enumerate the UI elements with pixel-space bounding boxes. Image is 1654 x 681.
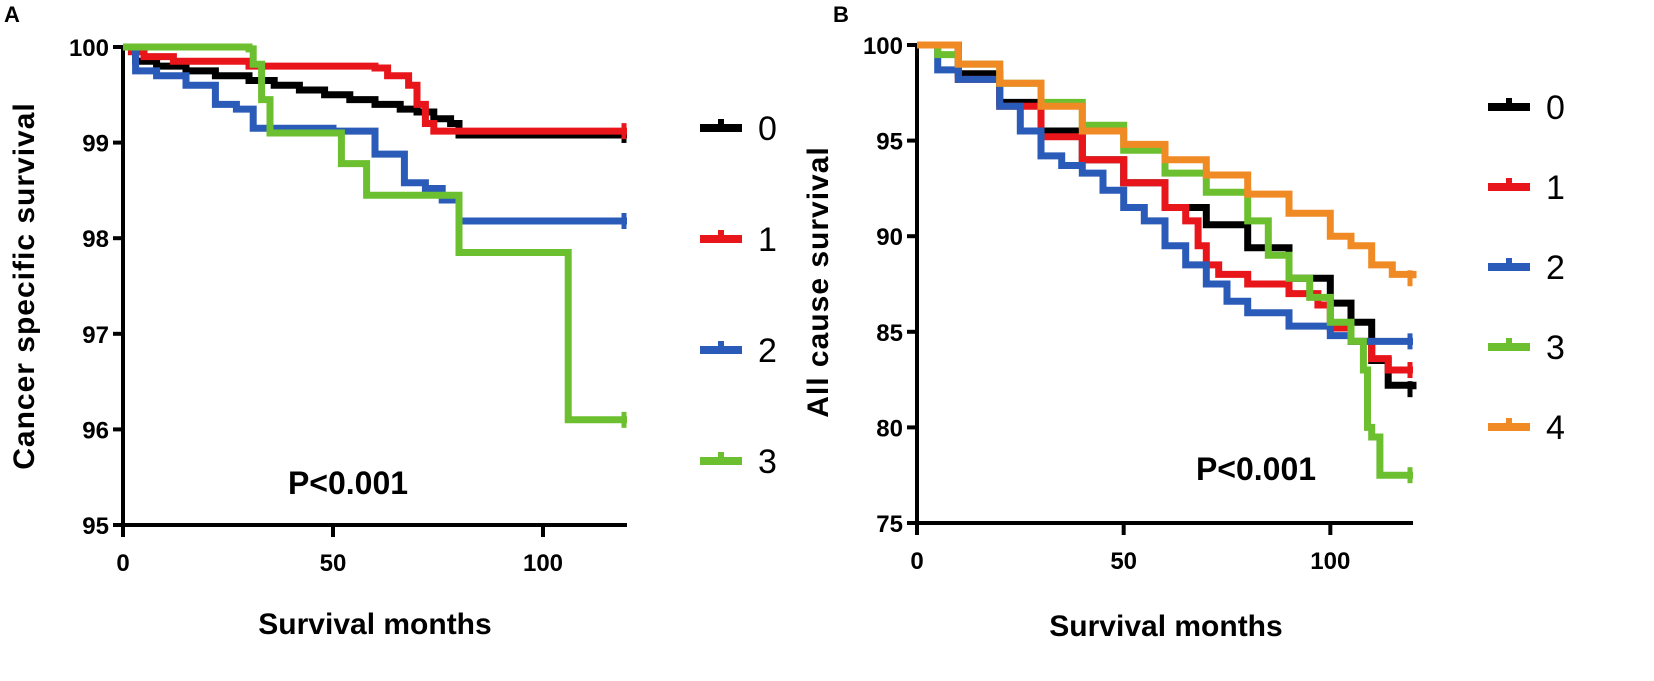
panel-a-series-0-line <box>123 43 627 139</box>
panel-a-x-tick-label-100: 100 <box>523 550 563 577</box>
panel-a-y-tick-label-97: 97 <box>82 322 109 349</box>
panel-b-series-2-line <box>917 41 1413 345</box>
panel-b-legend-2-label: 2 <box>1546 249 1565 287</box>
panel-a-letter: A <box>4 2 20 27</box>
panel-b-x-tick-label-0: 0 <box>910 548 923 575</box>
panel-b-x-tick-label-100: 100 <box>1310 548 1350 575</box>
panel-b-y-tick-label-100: 100 <box>863 33 903 60</box>
panel-a-x-axis-title: Survival months <box>258 608 491 641</box>
panel-b-series-4-line <box>917 41 1417 279</box>
panel-a-legend-0-label: 0 <box>758 110 777 148</box>
panel-a-series-3-line <box>123 43 627 424</box>
panel-b-y-tick-label-75: 75 <box>876 511 903 538</box>
panel-b-letter: B <box>833 2 849 27</box>
panel-a-legend-3-label: 3 <box>758 443 777 481</box>
panel-b: B 75 80 85 90 95 100 0 50 100 0 1 2 3 4 All cause sur… <box>802 2 1565 643</box>
panel-a-y-axis-title: Cancer specific survival <box>8 102 41 470</box>
panel-b-y-axis-title: All cause survival <box>802 146 835 417</box>
panel-b-legend-4-label: 4 <box>1546 409 1565 447</box>
panel-b-plot: 75 80 85 90 95 100 0 50 100 0 1 2 3 4 <box>863 33 1565 575</box>
panel-a-series-2-line <box>123 43 627 225</box>
panel-a-p-value: P<0.001 <box>288 465 408 501</box>
panel-a-y-tick-label-95: 95 <box>82 513 109 540</box>
panel-b-y-tick-label-90: 90 <box>876 224 903 251</box>
panel-b-y-tick-label-95: 95 <box>876 129 903 156</box>
panel-a-legend-1-label: 1 <box>758 221 777 259</box>
panel-b-series-0-line <box>917 41 1417 390</box>
panel-b-series-3-line <box>917 41 1413 479</box>
panel-b-x-tick-label-50: 50 <box>1110 548 1137 575</box>
panel-a-y-tick-label-99: 99 <box>82 131 109 158</box>
panel-a-y-tick-label-98: 98 <box>82 226 109 253</box>
panel-a-x-tick-label-0: 0 <box>116 550 129 577</box>
panel-b-legend-0-label: 0 <box>1546 89 1565 127</box>
panel-a-plot: 95 96 97 98 99 100 0 50 100 0 1 2 3 <box>69 35 777 577</box>
panel-a: A 95 96 97 98 99 100 0 50 100 0 1 2 3 Cancer specifi… <box>4 2 777 641</box>
panel-b-legend-3-label: 3 <box>1546 329 1565 367</box>
panel-a-y-tick-label-96: 96 <box>82 417 109 444</box>
panel-b-y-tick-label-80: 80 <box>876 415 903 442</box>
panel-b-legend-1-label: 1 <box>1546 169 1565 207</box>
panel-a-x-tick-label-50: 50 <box>320 550 347 577</box>
panel-a-legend-2-label: 2 <box>758 332 777 370</box>
panel-b-x-axis-title: Survival months <box>1049 610 1282 643</box>
panel-a-y-tick-label-100: 100 <box>69 35 109 62</box>
panel-a-series-1-line <box>123 43 627 135</box>
panel-b-y-tick-label-85: 85 <box>876 320 903 347</box>
panel-b-p-value: P<0.001 <box>1196 451 1316 487</box>
